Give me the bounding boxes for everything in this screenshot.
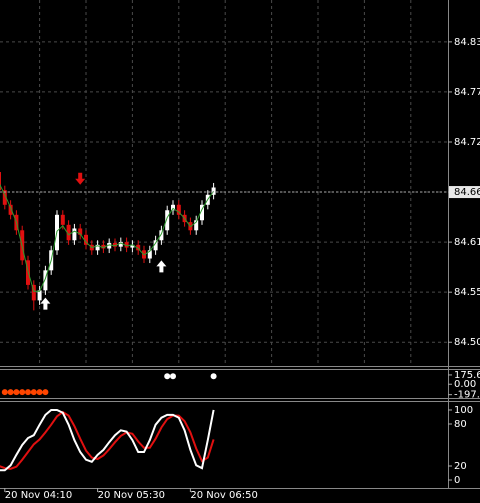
candle-body: [72, 228, 77, 241]
oscillator-line: [0, 410, 215, 470]
candle-body: [31, 284, 36, 301]
oscillator-line: [0, 408, 215, 472]
candle-body: [153, 240, 158, 251]
signal-dot: [42, 389, 49, 396]
candle-body: [43, 270, 48, 291]
candle-body: [78, 228, 83, 235]
candle-body: [124, 242, 129, 248]
y-tick-label: 84.72: [454, 137, 480, 148]
y-tick-label: 80: [454, 419, 467, 430]
candle-body: [147, 250, 152, 259]
candle-body: [113, 243, 117, 247]
candle-body: [171, 204, 175, 211]
candle-body: [60, 214, 65, 225]
candle-body: [136, 244, 141, 251]
buy-arrow: [40, 297, 51, 310]
candle-body: [8, 204, 13, 215]
y-tick-label: 175.64: [454, 370, 480, 381]
x-tick-label: 20 Nov 05:30: [98, 490, 165, 501]
candle-body: [2, 190, 7, 205]
signal-dot: [13, 389, 20, 396]
candle-body: [118, 242, 123, 247]
candle-body: [101, 244, 106, 249]
signal-dot: [7, 389, 14, 396]
candle-body: [84, 234, 88, 245]
price-box: [449, 186, 480, 199]
sell-arrow: [75, 172, 86, 185]
y-tick-label: 84.83: [454, 37, 480, 48]
signal-dot: [19, 389, 26, 396]
candle-body: [0, 172, 1, 191]
candle-body: [37, 290, 42, 301]
moving-average: [0, 183, 215, 292]
signal-dot: [1, 389, 8, 396]
candle-body: [200, 204, 204, 221]
candle-body: [165, 210, 170, 231]
y-tick-label: 84.61: [454, 237, 480, 248]
signal-dot: [25, 389, 31, 396]
y-tick-label: 0: [454, 475, 460, 486]
signal-dot: [210, 373, 217, 380]
x-tick-label: 20 Nov 06:50: [190, 490, 257, 501]
candle-body: [176, 204, 181, 215]
signal-dot: [164, 373, 171, 380]
y-tick-label: 0.00: [454, 379, 476, 390]
candle-body: [130, 244, 135, 248]
y-tick-label: 84.50: [454, 337, 480, 348]
candle-body: [66, 224, 71, 241]
y-tick-label: 84.55: [454, 287, 480, 298]
y-tick-label: -197.2: [454, 390, 480, 401]
signal-dot: [170, 373, 176, 380]
candle-body: [194, 220, 199, 231]
signal-dot: [30, 389, 37, 396]
x-tick-label: 20 Nov 04:10: [5, 490, 72, 501]
y-tick-label: 84.77: [454, 87, 480, 98]
signal-dot: [36, 389, 43, 396]
candle-body: [95, 244, 100, 251]
price-label: 84.66: [454, 187, 480, 198]
y-tick-label: 20: [454, 461, 467, 472]
y-tick-label: 100: [454, 405, 473, 416]
buy-arrow: [156, 260, 167, 273]
candle-body: [107, 243, 112, 249]
candle-body: [159, 230, 164, 241]
